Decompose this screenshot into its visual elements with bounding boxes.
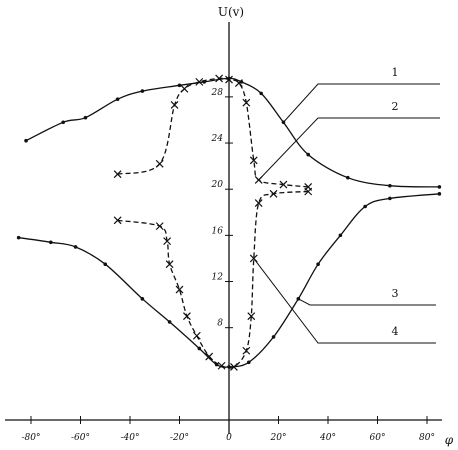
callout-2: 2	[258, 100, 440, 181]
series-2-point	[155, 159, 164, 168]
series-4-point	[269, 189, 278, 198]
series-1-point	[24, 138, 28, 143]
series-2-point	[249, 156, 258, 165]
y-tick-label: 8	[217, 319, 223, 329]
series-3-point	[437, 192, 442, 196]
x-tick-label: -80°	[22, 433, 41, 443]
series-layer	[16, 74, 442, 371]
series-4-point	[113, 216, 122, 225]
series-1	[24, 76, 442, 189]
x-tick-label: -40°	[121, 433, 140, 443]
x-tick-label: 20°	[270, 433, 287, 443]
callout-label: 4	[392, 325, 399, 338]
series-2-point	[279, 180, 288, 189]
y-tick-label: 20	[211, 180, 224, 190]
callout-label: 2	[392, 100, 399, 113]
y-tick-label: 24	[211, 134, 224, 144]
series-1-point	[306, 152, 311, 157]
callouts: 1 2 3 4	[253, 66, 440, 344]
series-1-point	[177, 83, 182, 88]
callout-leader	[283, 83, 440, 123]
series-1-point	[140, 89, 145, 93]
series-3-point	[316, 262, 320, 267]
series-3-point	[103, 262, 108, 267]
series-4-point	[192, 331, 201, 340]
callout-4: 4	[253, 258, 436, 344]
y-tick-label: 28	[211, 88, 224, 98]
series-3-point	[16, 235, 21, 240]
series-3-point	[338, 233, 343, 238]
x-axis-label: φ	[445, 433, 454, 447]
callout-leader	[253, 258, 436, 344]
series-3-point	[247, 360, 251, 365]
series-4-point	[230, 362, 238, 371]
x-tick-label: 80°	[419, 433, 435, 443]
series-3-point	[197, 346, 202, 351]
series-4-point	[304, 187, 313, 196]
callout-1: 1	[283, 66, 440, 123]
series-2-point	[195, 77, 204, 86]
series-3-point	[363, 204, 367, 209]
series-3-point	[167, 320, 172, 324]
series-4-point	[217, 361, 226, 370]
series-4-point	[254, 199, 263, 207]
series-2-point	[234, 79, 243, 87]
series-2-point	[225, 75, 233, 84]
series-4	[113, 187, 313, 371]
series-2-point	[180, 84, 189, 93]
series-1-point	[437, 185, 442, 189]
series-4-point	[165, 260, 174, 269]
series-3-point	[49, 240, 53, 245]
series-1-line	[25, 77, 440, 188]
y-tick-label: 12	[212, 273, 224, 283]
series-1-point	[259, 91, 263, 96]
series-2	[113, 74, 313, 191]
series-4-point	[175, 285, 184, 294]
series-3-point	[271, 335, 276, 339]
series-4-point	[163, 237, 172, 246]
series-2-point	[170, 101, 179, 109]
x-tick-label: 40°	[319, 433, 336, 443]
series-4-point	[183, 312, 191, 321]
y-tick-label: 16	[212, 226, 224, 236]
callout-3: 3	[298, 287, 436, 306]
series-4-line	[117, 190, 309, 369]
x-tick-label: 60°	[370, 433, 386, 443]
series-3-point	[73, 245, 78, 249]
series-1-point	[83, 115, 88, 120]
y-axis-label: U(v)	[218, 5, 244, 19]
series-1-point	[346, 175, 350, 180]
callout-leader	[258, 117, 440, 181]
series-3-point	[140, 297, 145, 301]
plot-area: -80° -60° -40° -20° 0 20° 40° 60° 80°81216202428…	[5, 5, 454, 447]
series-4-point	[155, 222, 164, 231]
series-2-point	[242, 98, 251, 107]
series-1-point	[115, 97, 120, 101]
series-1-point	[388, 183, 392, 188]
series-3-point	[388, 196, 392, 201]
axes: -80° -60° -40° -20° 0 20° 40° 60° 80°81216202428…	[5, 5, 454, 447]
x-tick-label: 0	[226, 433, 232, 443]
series-2-point	[215, 74, 224, 83]
series-4-point	[242, 346, 251, 355]
series-4-point	[247, 312, 256, 321]
callout-leader	[298, 298, 436, 306]
callout-label: 3	[392, 287, 399, 300]
x-tick-label: -20°	[170, 433, 189, 443]
series-1-point	[61, 120, 65, 125]
callout-label: 1	[392, 66, 399, 79]
series-4-point	[205, 352, 214, 361]
x-tick-label: -60°	[71, 433, 90, 443]
series-2-point	[113, 170, 122, 179]
